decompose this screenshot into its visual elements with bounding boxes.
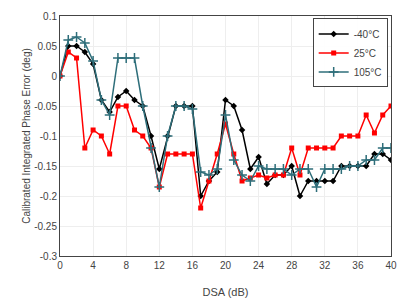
svg-text:-0.05: -0.05 <box>34 101 57 112</box>
svg-text:-0.1: -0.1 <box>40 131 58 142</box>
svg-text:0: 0 <box>51 71 57 82</box>
svg-text:105°C: 105°C <box>354 67 382 78</box>
svg-text:12: 12 <box>154 260 166 271</box>
svg-text:28: 28 <box>286 260 298 271</box>
svg-text:4: 4 <box>90 260 96 271</box>
svg-text:-0.15: -0.15 <box>34 161 57 172</box>
svg-text:20: 20 <box>220 260 232 271</box>
svg-text:8: 8 <box>123 260 129 271</box>
svg-text:DSA (dB): DSA (dB) <box>203 286 249 298</box>
svg-text:0.1: 0.1 <box>43 11 57 22</box>
svg-text:0.05: 0.05 <box>38 41 58 52</box>
svg-text:32: 32 <box>319 260 331 271</box>
svg-text:-0.3: -0.3 <box>40 251 58 262</box>
svg-text:24: 24 <box>253 260 265 271</box>
svg-text:40: 40 <box>385 260 397 271</box>
svg-text:25°C: 25°C <box>354 48 376 59</box>
svg-text:36: 36 <box>352 260 364 271</box>
svg-text:0: 0 <box>57 260 63 271</box>
svg-text:-0.25: -0.25 <box>34 221 57 232</box>
svg-text:Calibrated Integrated Phase Er: Calibrated Integrated Phase Error (deg) <box>21 48 32 224</box>
svg-text:-0.2: -0.2 <box>40 191 58 202</box>
svg-text:16: 16 <box>187 260 199 271</box>
svg-text:-40°C: -40°C <box>354 29 380 40</box>
